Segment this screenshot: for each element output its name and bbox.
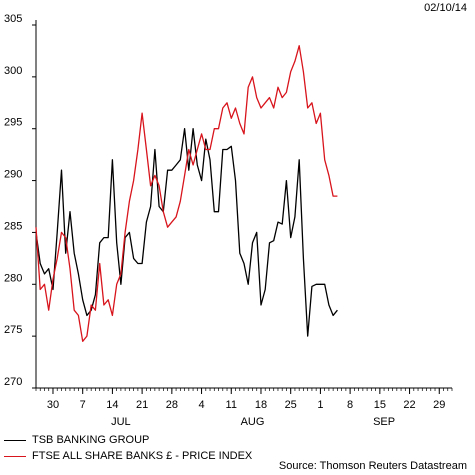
x-tick-label: 21 <box>136 399 148 411</box>
x-tick-label: 22 <box>403 399 415 411</box>
legend: TSB BANKING GROUP FTSE ALL SHARE BANKS £… <box>4 432 252 464</box>
series-line-ftse <box>35 45 338 342</box>
x-tick-label: 7 <box>80 399 86 411</box>
legend-label-ftse: FTSE ALL SHARE BANKS £ - PRICE INDEX <box>32 450 253 462</box>
x-tick-label: 25 <box>285 399 297 411</box>
x-tick-label: 18 <box>255 399 267 411</box>
x-tick-label: 28 <box>166 399 178 411</box>
x-axis-ticks: 30 7 14 21 28 4 11 18 25 1 8 15 22 29 <box>35 388 453 411</box>
x-tick-label: 29 <box>433 399 445 411</box>
series-lines <box>35 45 338 342</box>
x-month-label: JUL <box>111 416 131 428</box>
x-tick-label: 30 <box>47 399 59 411</box>
x-month-label: SEP <box>373 416 395 428</box>
x-axis-month-labels: JUL AUG SEP <box>111 416 395 428</box>
legend-label-tsb: TSB BANKING GROUP <box>32 434 150 446</box>
x-tick-label: 1 <box>317 399 323 411</box>
legend-swatch-tsb <box>4 439 26 441</box>
y-tick-label: 300 <box>4 65 22 77</box>
y-axis-ticks: 270 275 280 285 290 295 300 305 <box>4 13 36 389</box>
y-tick-label: 290 <box>4 169 22 181</box>
legend-entry-ftse: FTSE ALL SHARE BANKS £ - PRICE INDEX <box>4 448 252 464</box>
series-line-tsb <box>35 128 338 337</box>
x-tick-label: 4 <box>198 399 204 411</box>
x-month-label: AUG <box>241 416 265 428</box>
y-tick-label: 280 <box>4 272 22 284</box>
x-tick-label: 8 <box>347 399 353 411</box>
legend-entry-tsb: TSB BANKING GROUP <box>4 432 252 448</box>
x-tick-label: 15 <box>374 399 386 411</box>
y-tick-label: 275 <box>4 324 22 336</box>
x-tick-label: 14 <box>106 399 118 411</box>
axes <box>35 20 452 389</box>
y-tick-label: 295 <box>4 117 22 129</box>
legend-swatch-ftse <box>4 455 26 457</box>
y-tick-label: 305 <box>4 13 22 25</box>
date-stamp: 02/10/14 <box>424 2 467 14</box>
y-tick-label: 285 <box>4 220 22 232</box>
x-tick-label: 11 <box>226 399 237 411</box>
source-note: Source: Thomson Reuters Datastream <box>278 460 467 472</box>
y-tick-label: 270 <box>4 376 22 388</box>
